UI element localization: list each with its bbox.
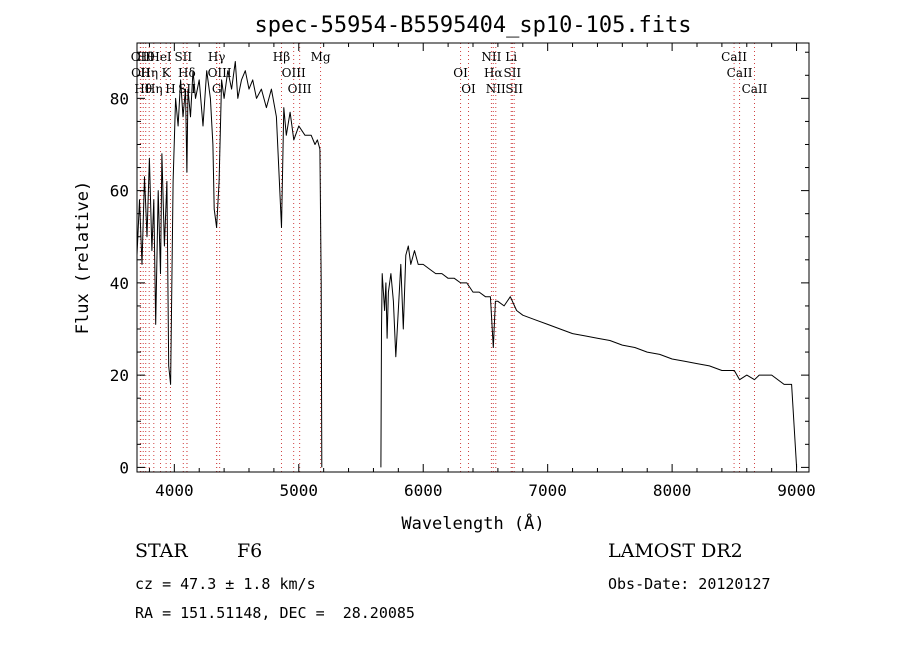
line-marker-label: OIII	[208, 66, 232, 80]
line-marker-label: G	[212, 82, 222, 96]
sky-coordinates: RA = 151.51148, DEC = 28.20085	[135, 604, 415, 622]
line-marker-label: OI	[461, 82, 476, 96]
line-marker-label: Hγ	[208, 50, 226, 64]
line-marker-label: HeI	[149, 50, 172, 64]
line-marker-label: Hα	[484, 66, 503, 80]
line-marker-label: SII	[503, 66, 521, 80]
line-marker-label: Hδ	[178, 66, 196, 80]
line-marker-label: Hη	[145, 82, 163, 96]
line-markers	[139, 43, 755, 472]
line-marker-label: OII	[131, 50, 151, 64]
line-marker-label: K	[162, 66, 172, 80]
redshift-velocity: cz = 47.3 ± 1.8 km/s	[135, 575, 316, 593]
line-marker-label: CaII	[727, 66, 753, 80]
line-marker-label: Hθ	[137, 50, 155, 64]
x-tick-label: 4000	[155, 481, 194, 500]
x-tick-label: 7000	[528, 481, 567, 500]
line-marker-label: Hθ	[134, 82, 152, 96]
survey-name: LAMOST DR2	[608, 540, 743, 562]
y-tick-label: 0	[119, 458, 129, 477]
x-axis-ticks: 4000 5000 6000 7000 8000 9000	[148, 43, 816, 500]
line-marker-label: Hη	[140, 66, 158, 80]
object-subclass: F6	[237, 540, 263, 562]
x-tick-label: 5000	[280, 481, 319, 500]
line-marker-label: OI	[453, 66, 468, 80]
line-marker-label: H	[165, 82, 175, 96]
object-class: STAR	[135, 540, 188, 562]
y-tick-label: 20	[110, 366, 129, 385]
y-tick-label: 40	[110, 274, 129, 293]
line-marker-label: CaII	[721, 50, 747, 64]
line-marker-label: OII	[131, 66, 151, 80]
line-marker-label: Hβ	[273, 50, 290, 64]
chart-title: spec-55954-B5595404_sp10-105.fits	[254, 13, 691, 38]
y-axis-label: Flux (relative)	[73, 181, 93, 335]
line-labels: OIIOIIHθHθHηHηHeIKHSIIHδSIIHγOIIIGHβOIII…	[131, 50, 768, 96]
line-marker-label: NII	[481, 50, 501, 64]
x-tick-label: 6000	[404, 481, 443, 500]
y-tick-label: 60	[110, 182, 129, 201]
spectrum-line	[380, 245, 798, 468]
y-axis-ticks: 0 20 40 60 80	[110, 51, 809, 477]
line-marker-label: OIII	[282, 66, 306, 80]
series-group	[136, 61, 798, 468]
line-marker-label: OIII	[288, 82, 312, 96]
x-tick-label: 9000	[777, 481, 816, 500]
y-tick-label: 80	[110, 89, 129, 108]
observation-date: Obs-Date: 20120127	[608, 575, 771, 593]
line-marker-label: Li	[505, 50, 517, 64]
spectrum-line	[136, 61, 323, 468]
x-axis-label: Wavelength (Å)	[401, 512, 544, 534]
x-tick-label: 8000	[653, 481, 692, 500]
line-marker-label: SII	[174, 50, 192, 64]
line-marker-label: CaII	[742, 82, 768, 96]
line-marker-label: NII	[486, 82, 506, 96]
line-marker-label: Mg	[311, 50, 331, 64]
plot-frame	[136, 42, 810, 473]
line-marker-label: SII	[505, 82, 523, 96]
